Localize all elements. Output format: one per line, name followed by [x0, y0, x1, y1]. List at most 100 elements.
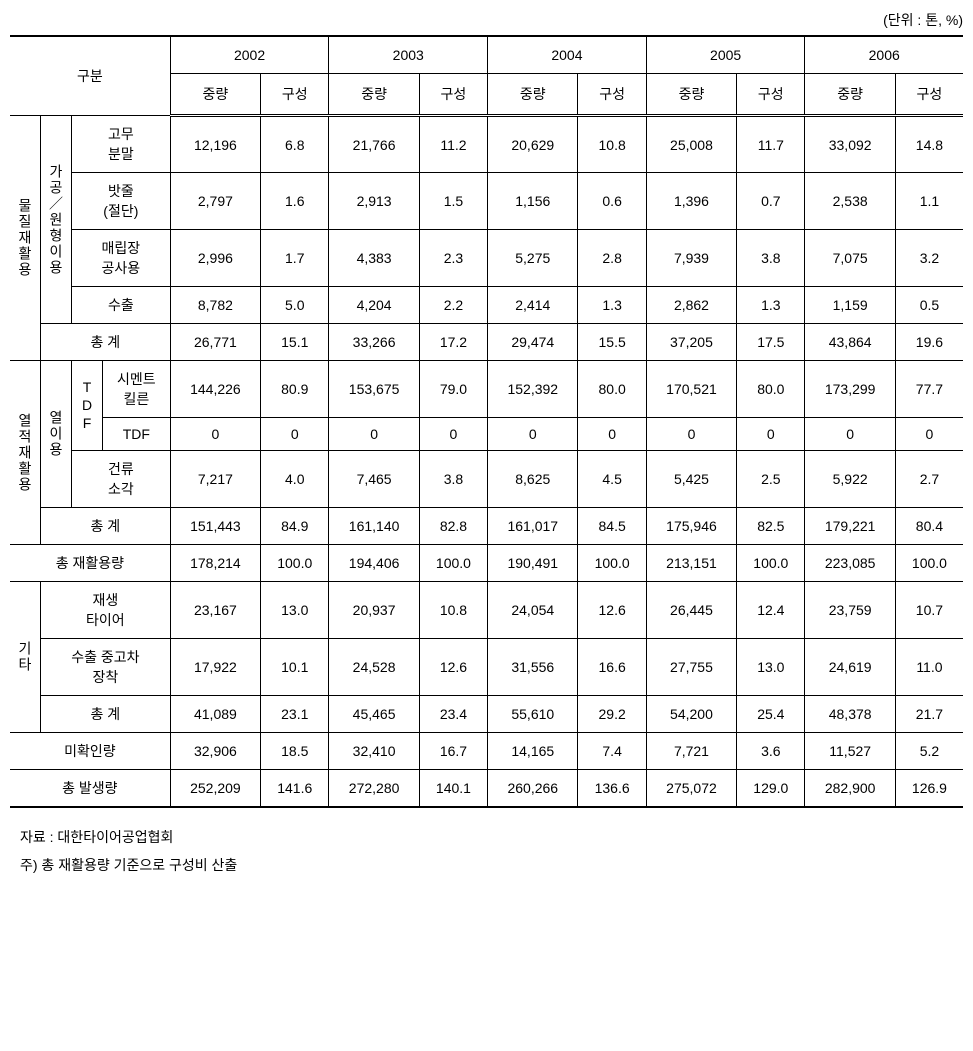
cell: 0 [488, 418, 578, 451]
cell: 25,008 [646, 116, 736, 173]
cell: 0 [578, 418, 646, 451]
year-header-2004: 2004 [488, 36, 647, 74]
cell: 0 [261, 418, 329, 451]
year-header-2006: 2006 [805, 36, 963, 74]
cell: 7,939 [646, 230, 736, 287]
cell: 43,864 [805, 324, 895, 361]
cell: 126.9 [895, 770, 963, 808]
subtotal-label: 총 계 [41, 696, 171, 733]
cell: 136.6 [578, 770, 646, 808]
year-header-2005: 2005 [646, 36, 805, 74]
cell: 26,771 [170, 324, 260, 361]
cell: 21.7 [895, 696, 963, 733]
cell: 2,996 [170, 230, 260, 287]
sub-comp-header: 구성 [578, 74, 646, 116]
cell: 12.4 [737, 582, 805, 639]
cell: 12.6 [419, 639, 487, 696]
cell: 4,204 [329, 287, 419, 324]
cell: 1,156 [488, 173, 578, 230]
table-row: 총 계 151,443 84.9 161,140 82.8 161,017 84… [10, 508, 963, 545]
cell: 80.4 [895, 508, 963, 545]
cell: 11.0 [895, 639, 963, 696]
cell: 20,629 [488, 116, 578, 173]
cell: 1,159 [805, 287, 895, 324]
cell: 3.2 [895, 230, 963, 287]
cell: 80.9 [261, 361, 329, 418]
sub-comp-header: 구성 [737, 74, 805, 116]
cell: 15.1 [261, 324, 329, 361]
row-label: 밧줄 (절단) [72, 173, 171, 230]
cell: 1.3 [737, 287, 805, 324]
cell: 8,782 [170, 287, 260, 324]
cell: 31,556 [488, 639, 578, 696]
subtotal-label: 총 계 [41, 324, 171, 361]
cell: 2.8 [578, 230, 646, 287]
sub-comp-header: 구성 [419, 74, 487, 116]
cell: 13.0 [261, 582, 329, 639]
cell: 129.0 [737, 770, 805, 808]
cell: 170,521 [646, 361, 736, 418]
sub-weight-header: 중량 [488, 74, 578, 116]
data-table: 구분 2002 2003 2004 2005 2006 중량 구성 중량 구성 … [10, 35, 963, 808]
cell: 2,862 [646, 287, 736, 324]
row-label: 재생 타이어 [41, 582, 171, 639]
cell: 260,266 [488, 770, 578, 808]
cell: 1,396 [646, 173, 736, 230]
cell: 173,299 [805, 361, 895, 418]
year-header-2003: 2003 [329, 36, 488, 74]
cell: 5,922 [805, 451, 895, 508]
row-label: 시멘트 킬른 [103, 361, 171, 418]
total-recycle-label: 총 재활용량 [10, 545, 170, 582]
source-text: 자료 : 대한타이어공업협회 [20, 823, 963, 851]
sub-weight-header: 중량 [646, 74, 736, 116]
cell: 54,200 [646, 696, 736, 733]
cell: 5.2 [895, 733, 963, 770]
cell: 11,527 [805, 733, 895, 770]
cell: 0 [329, 418, 419, 451]
row-label: 건류 소각 [72, 451, 171, 508]
cell: 17.2 [419, 324, 487, 361]
cell: 84.9 [261, 508, 329, 545]
cell: 24,528 [329, 639, 419, 696]
cell: 0.7 [737, 173, 805, 230]
cell: 161,017 [488, 508, 578, 545]
cell: 7,217 [170, 451, 260, 508]
cell: 24,054 [488, 582, 578, 639]
cell: 55,610 [488, 696, 578, 733]
cell: 10.8 [419, 582, 487, 639]
cell: 18.5 [261, 733, 329, 770]
cell: 0.6 [578, 173, 646, 230]
cell: 7,465 [329, 451, 419, 508]
cell: 161,140 [329, 508, 419, 545]
cell: 1.6 [261, 173, 329, 230]
cell: 141.6 [261, 770, 329, 808]
cell: 2.5 [737, 451, 805, 508]
cell: 84.5 [578, 508, 646, 545]
cell: 0 [419, 418, 487, 451]
cell: 41,089 [170, 696, 260, 733]
cell: 10.1 [261, 639, 329, 696]
cell: 23,759 [805, 582, 895, 639]
cell: 272,280 [329, 770, 419, 808]
subgroup-processing: 가공／원형이용 [41, 116, 72, 324]
cell: 25.4 [737, 696, 805, 733]
cell: 1.1 [895, 173, 963, 230]
group-material-recycle: 물질재활용 [10, 116, 41, 361]
total-generation-label: 총 발생량 [10, 770, 170, 808]
table-row: 물질재활용 가공／원형이용 고무 분말 12,196 6.8 21,766 11… [10, 116, 963, 173]
cell: 2.3 [419, 230, 487, 287]
cell: 12,196 [170, 116, 260, 173]
cell: 16.6 [578, 639, 646, 696]
cell: 100.0 [895, 545, 963, 582]
table-row: 미확인량 32,906 18.5 32,410 16.7 14,165 7.4 … [10, 733, 963, 770]
note-text: 주) 총 재활용량 기준으로 구성비 산출 [20, 851, 963, 879]
cell: 275,072 [646, 770, 736, 808]
cell: 24,619 [805, 639, 895, 696]
cell: 33,092 [805, 116, 895, 173]
category-header: 구분 [10, 36, 170, 116]
cell: 151,443 [170, 508, 260, 545]
cell: 2,414 [488, 287, 578, 324]
cell: 7.4 [578, 733, 646, 770]
cell: 2,797 [170, 173, 260, 230]
cell: 11.7 [737, 116, 805, 173]
